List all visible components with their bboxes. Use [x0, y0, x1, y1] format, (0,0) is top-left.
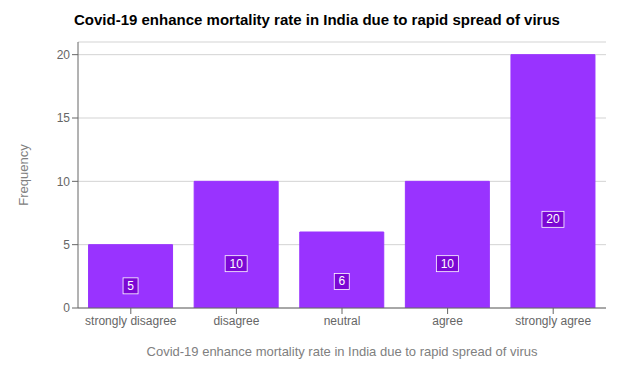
svg-text:6: 6 — [338, 274, 345, 288]
svg-text:0: 0 — [63, 301, 70, 315]
svg-text:20: 20 — [57, 48, 71, 62]
svg-text:5: 5 — [127, 279, 134, 293]
svg-text:agree: agree — [432, 314, 463, 328]
svg-text:15: 15 — [57, 111, 71, 125]
svg-text:10: 10 — [57, 175, 71, 189]
svg-text:Frequency: Frequency — [16, 144, 31, 206]
svg-text:5: 5 — [63, 238, 70, 252]
svg-text:20: 20 — [546, 212, 560, 226]
svg-text:strongly agree: strongly agree — [515, 314, 591, 328]
svg-text:10: 10 — [441, 257, 455, 271]
svg-text:neutral: neutral — [324, 314, 361, 328]
html-text:Covid-19 enhance mortality rat: Covid-19 enhance mortality rate in India… — [74, 11, 560, 28]
svg-text:Covid-19 enhance mortality rat: Covid-19 enhance mortality rate in India… — [147, 344, 538, 359]
svg-text:strongly disagree: strongly disagree — [85, 314, 177, 328]
svg-text:10: 10 — [229, 257, 243, 271]
svg-text:disagree: disagree — [213, 314, 259, 328]
